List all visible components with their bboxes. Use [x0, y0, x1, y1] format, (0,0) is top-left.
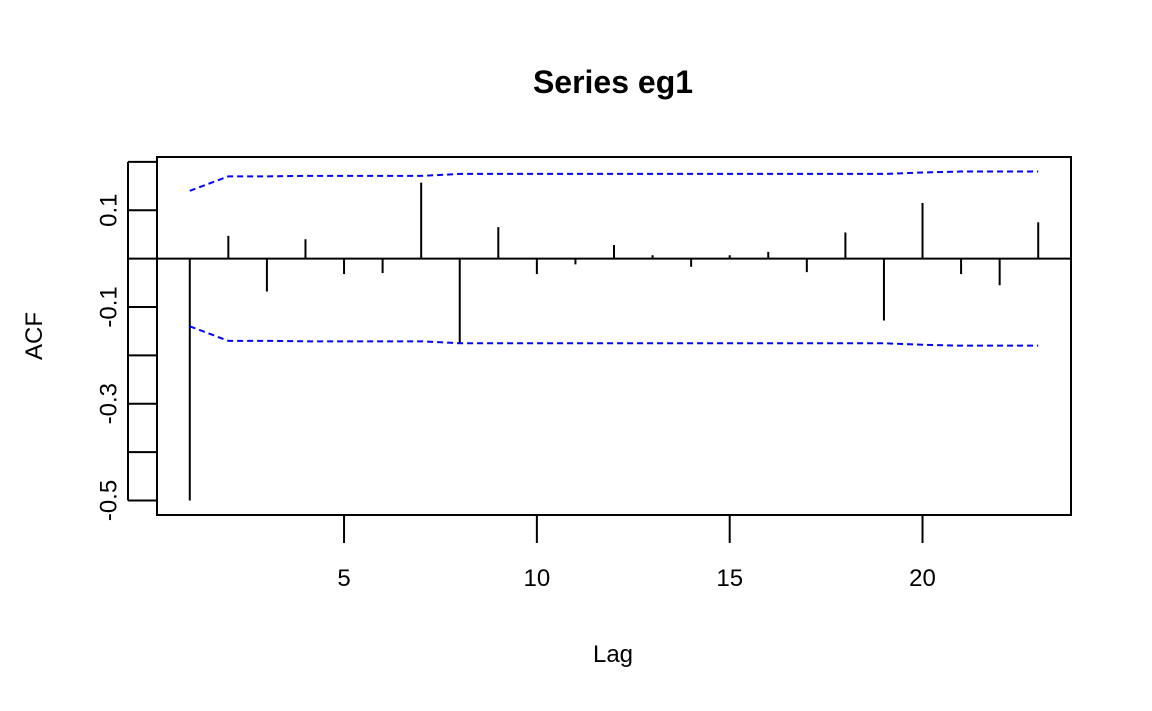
x-tick-label: 20 [909, 565, 936, 592]
upper-confidence-line [189, 170, 1039, 192]
x-tick-label: 15 [716, 565, 743, 592]
x-tick-label: 5 [337, 565, 350, 592]
confidence-band [189, 170, 1039, 347]
x-axis: 5 10 15 20 [337, 514, 936, 592]
x-axis-label: Lag [593, 641, 633, 668]
y-axis-label: ACF [21, 312, 48, 360]
y-tick-label: -0.1 [95, 286, 122, 327]
plot-frame [156, 156, 1072, 516]
chart-title: Series eg1 [533, 64, 693, 100]
y-tick-label: 0.1 [95, 194, 122, 227]
lower-confidence-line [189, 325, 1039, 347]
y-axis: -0.5 -0.3 -0.1 0.1 [95, 160, 157, 521]
acf-bars [157, 182, 1071, 501]
y-tick-label: -0.5 [95, 480, 122, 521]
x-tick-label: 10 [524, 565, 551, 592]
y-tick-label: -0.3 [95, 383, 122, 424]
